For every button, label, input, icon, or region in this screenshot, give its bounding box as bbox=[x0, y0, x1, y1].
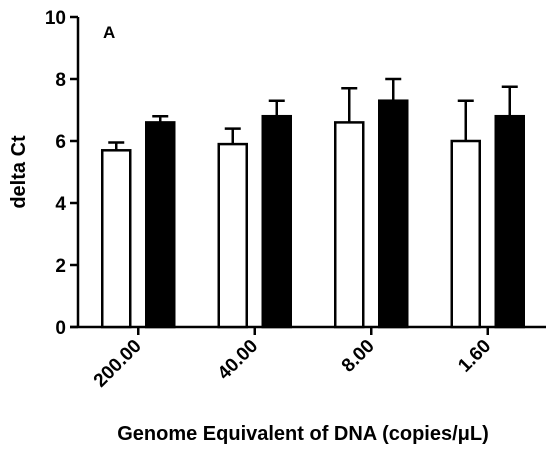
y-tick-label: 8 bbox=[55, 70, 66, 91]
bar-filled bbox=[378, 99, 409, 329]
bar-open bbox=[334, 121, 365, 329]
y-axis: 0 2 4 6 8 10 bbox=[45, 8, 80, 339]
y-tick-label: 4 bbox=[55, 194, 66, 215]
bar-open bbox=[450, 139, 481, 329]
bar-filled bbox=[494, 114, 525, 329]
x-axis: 200.00 40.00 8.00 1.60 bbox=[70, 325, 546, 392]
x-tick-label: 1.60 bbox=[454, 336, 495, 377]
y-tick-label: 2 bbox=[55, 256, 66, 277]
x-tick-label: 8.00 bbox=[338, 336, 379, 377]
bar-open bbox=[101, 149, 132, 329]
bar-open bbox=[217, 142, 248, 329]
x-tick-label: 40.00 bbox=[214, 336, 262, 384]
y-tick-label: 6 bbox=[55, 132, 66, 153]
y-tick-label: 10 bbox=[45, 8, 66, 29]
x-tick-label: 200.00 bbox=[90, 336, 146, 392]
panel-label: A bbox=[103, 23, 115, 42]
error-bars bbox=[108, 77, 518, 151]
y-axis-title: delta Ct bbox=[8, 135, 30, 209]
x-axis-title: Genome Equivalent of DNA (copies/μL) bbox=[117, 423, 489, 445]
bars bbox=[101, 99, 525, 329]
bar-filled bbox=[261, 114, 292, 329]
y-tick-label: 0 bbox=[55, 318, 66, 339]
bar-filled bbox=[145, 121, 176, 329]
